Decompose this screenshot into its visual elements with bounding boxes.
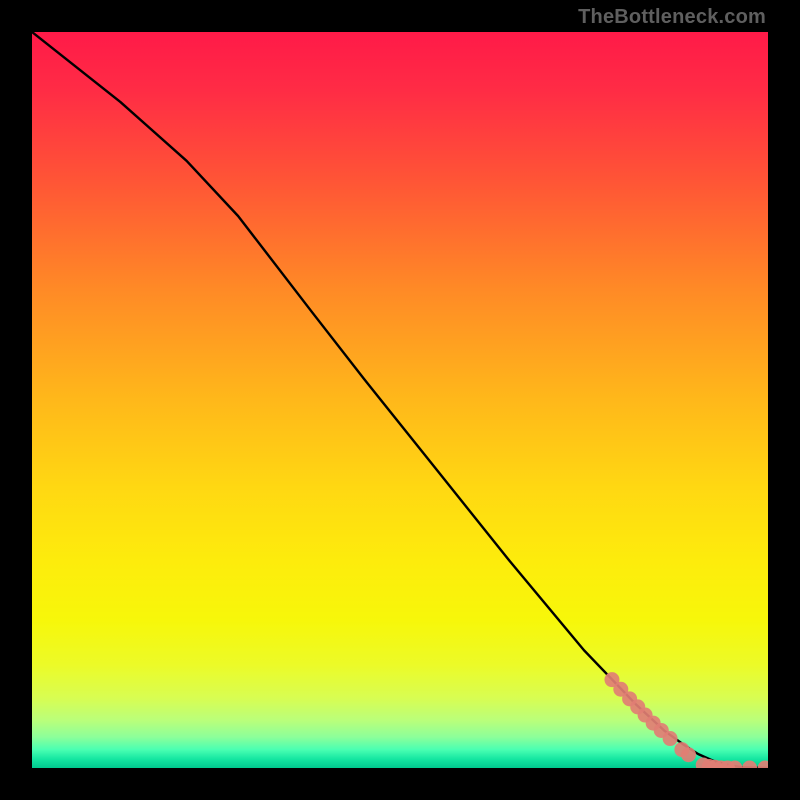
scatter-markers — [604, 672, 768, 768]
plot-area — [32, 32, 768, 768]
scatter-point — [758, 761, 768, 769]
trend-line — [32, 32, 768, 768]
watermark-text: TheBottleneck.com — [578, 6, 766, 29]
chart-stage: TheBottleneck.com — [0, 0, 800, 800]
scatter-point — [663, 731, 678, 746]
scatter-point — [742, 761, 757, 769]
chart-overlay-svg — [32, 32, 768, 768]
scatter-point — [681, 747, 696, 762]
